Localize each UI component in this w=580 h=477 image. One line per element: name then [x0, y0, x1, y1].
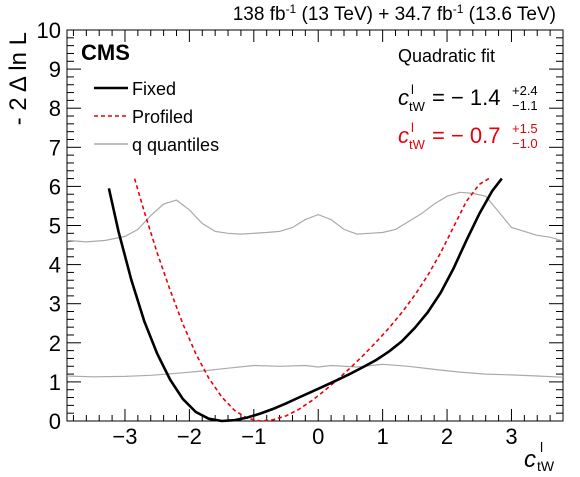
x-tick-label: 3 [505, 424, 517, 449]
svg-text:c: c [398, 123, 409, 148]
y-tick-label: 3 [49, 292, 61, 317]
quantile-curve-upper [66, 191, 564, 243]
y-tick-label: 7 [49, 135, 61, 160]
fixed-curve [107, 177, 503, 423]
y-tick-label: 2 [49, 331, 61, 356]
profiled-curve [133, 177, 490, 422]
profiled-fit-result: c l tW = − 0.7 +1.5 −1.0 [398, 120, 538, 152]
fit-results: Quadratic fit c l tW = − 1.4 +2.4 −1.1 c… [398, 46, 538, 152]
y-tick-label: 0 [49, 409, 61, 434]
y-tick-label: 9 [49, 57, 61, 82]
x-tick-label: −1 [241, 424, 266, 449]
x-tick-label: −2 [177, 424, 202, 449]
experiment-label: CMS [81, 40, 130, 65]
svg-text:+2.4: +2.4 [512, 83, 538, 98]
svg-text:c: c [524, 446, 536, 473]
svg-text:−1.1: −1.1 [512, 98, 538, 113]
fit-title: Quadratic fit [398, 46, 495, 66]
y-tick-label: 8 [49, 96, 61, 121]
x-tick-label: −3 [112, 424, 137, 449]
legend-profiled-label: Profiled [132, 107, 193, 127]
x-tick-label: 0 [312, 424, 324, 449]
quantile-curve-lower [66, 363, 564, 378]
x-tick-label: 1 [377, 424, 389, 449]
curves [66, 177, 564, 423]
y-tick-label: 6 [49, 174, 61, 199]
svg-text:l: l [411, 82, 414, 97]
x-tick-label: 2 [441, 424, 453, 449]
lumi-header: 138 fb-1 (13 TeV) + 34.7 fb-1 (13.6 TeV) [233, 2, 556, 25]
y-tick-label: 1 [49, 370, 61, 395]
svg-text:l: l [540, 439, 543, 455]
y-tick-label: 5 [49, 214, 61, 239]
svg-text:tW: tW [537, 458, 555, 474]
svg-text:tW: tW [409, 137, 426, 152]
legend-quantiles-label: q quantiles [132, 135, 219, 155]
fixed-fit-result: c l tW = − 1.4 +2.4 −1.1 [398, 82, 538, 114]
y-tick-label: 4 [49, 253, 61, 278]
svg-text:tW: tW [409, 99, 426, 114]
svg-text:c: c [398, 85, 409, 110]
axis-tick-labels: −3 −2 −1 0 1 2 3 0 1 2 3 4 5 6 7 8 9 10 [37, 18, 518, 449]
x-axis-title: c l tW [524, 439, 555, 474]
svg-text:+1.5: +1.5 [512, 121, 538, 136]
svg-text:−1.0: −1.0 [512, 136, 538, 151]
svg-text:l: l [411, 120, 414, 135]
svg-text:= − 0.7: = − 0.7 [432, 123, 501, 148]
y-tick-label: 10 [37, 18, 61, 43]
legend: Fixed Profiled q quantiles [94, 79, 219, 155]
y-axis-title: - 2 Δ ln L [5, 32, 32, 125]
legend-fixed-label: Fixed [132, 79, 176, 99]
axis-ticks [67, 29, 563, 422]
svg-text:= − 1.4: = − 1.4 [432, 85, 501, 110]
